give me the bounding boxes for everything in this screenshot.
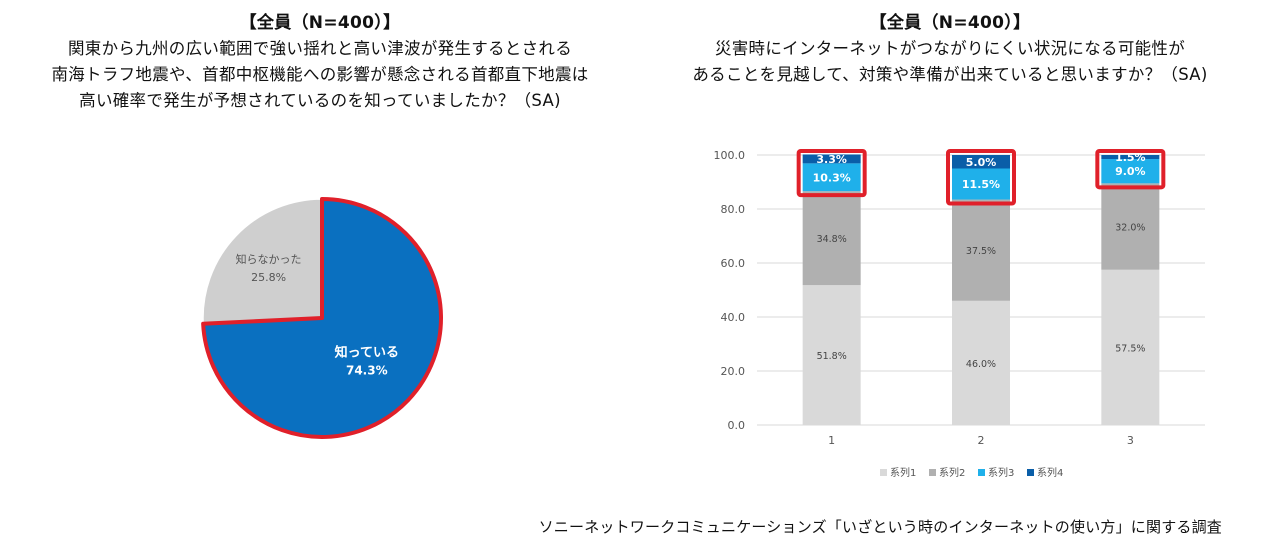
right-title-block: 【全員（N=400）】 災害時にインターネットがつながりにくい状況になる可能性が… xyxy=(640,10,1260,88)
bar-1-series-4 xyxy=(802,154,861,164)
bar-label-3-series-3: 9.0% xyxy=(1115,165,1146,178)
y-tick-label-3: 60.0 xyxy=(721,257,746,270)
bar-label-2-series-4: 5.0% xyxy=(966,156,997,169)
x-tick-label-3: 3 xyxy=(1127,434,1134,447)
pie-slice-label-1: 知っている xyxy=(335,345,399,361)
left-question-line-1: 関東から九州の広い範囲で強い揺れと高い津波が発生するとされる xyxy=(68,39,572,58)
bar-3-series-3 xyxy=(1101,159,1160,184)
bar-label-2-series-3: 11.5% xyxy=(962,178,1000,191)
legend-swatch-1 xyxy=(880,469,887,476)
x-tick-label-2: 2 xyxy=(978,434,985,447)
bar-label-2-series-2: 37.5% xyxy=(966,246,996,257)
bar-label-1-series-3: 10.3% xyxy=(813,171,851,184)
legend-label-4: 系列4 xyxy=(1037,466,1063,479)
bar-3-series-4 xyxy=(1101,155,1160,160)
bar-2-series-2 xyxy=(952,199,1010,301)
legend-swatch-3 xyxy=(978,469,985,476)
pie-slice-2 xyxy=(202,198,323,325)
pie-slice-value-1: 74.3% xyxy=(346,364,388,378)
legend-swatch-4 xyxy=(1027,469,1034,476)
bar-label-3-series-1: 57.5% xyxy=(1115,343,1145,354)
y-tick-label-4: 80.0 xyxy=(721,203,746,216)
legend-label-1: 系列1 xyxy=(890,466,916,479)
y-tick-label-2: 40.0 xyxy=(721,311,746,324)
pie-slice-1 xyxy=(201,197,443,439)
legend-label-3: 系列3 xyxy=(988,466,1014,479)
x-tick-label-1: 1 xyxy=(828,434,835,447)
left-question-line-2: 南海トラフ地震や、首都中枢機能への影響が懸念される首都直下地震は xyxy=(51,65,589,84)
y-tick-label-0: 0.0 xyxy=(728,419,746,432)
highlight-box-1 xyxy=(796,149,867,198)
right-question-line-1: 災害時にインターネットがつながりにくい状況になる可能性が xyxy=(714,39,1186,58)
pie-slice-value-2: 25.8% xyxy=(251,271,286,284)
bar-label-3-series-4: 1.5% xyxy=(1115,151,1146,164)
bar-label-2-series-1: 46.0% xyxy=(966,359,996,370)
y-tick-label-5: 100.0 xyxy=(714,149,746,162)
bar-label-1-series-4: 3.3% xyxy=(816,153,847,166)
bar-1-series-3 xyxy=(802,163,861,192)
bar-3-series-2 xyxy=(1101,183,1160,270)
right-chart-header: 【全員（N=400）】 xyxy=(869,13,1031,33)
y-tick-label-1: 20.0 xyxy=(721,365,746,378)
highlight-box-2 xyxy=(946,149,1016,206)
bar-label-1-series-2: 34.8% xyxy=(817,234,847,245)
footer-source: ソニーネットワークコミュニケーションズ「いざという時のインターネットの使い方」に… xyxy=(538,518,1222,536)
bar-1-series-2 xyxy=(802,191,861,286)
bar-2-series-3 xyxy=(952,168,1010,200)
bar-2-series-1 xyxy=(952,300,1010,425)
pie-slice-label-2: 知らなかった xyxy=(236,252,302,266)
legend-swatch-2 xyxy=(929,469,936,476)
left-title-block: 【全員（N=400）】 関東から九州の広い範囲で強い揺れと高い津波が発生するとさ… xyxy=(20,10,620,114)
bar-1-series-1 xyxy=(802,285,861,425)
bar-label-1-series-1: 51.8% xyxy=(817,351,847,362)
bar-3-series-1 xyxy=(1101,269,1160,425)
left-chart-header: 【全員（N=400）】 xyxy=(239,13,401,33)
left-question-line-3: 高い確率で発生が予想されているのを知っていましたか？（SA) xyxy=(79,91,561,110)
pie-chart: 知っている 74.3% 知らなかった 25.8% xyxy=(201,197,443,439)
bar-2-series-4 xyxy=(952,155,1010,169)
highlight-box-3 xyxy=(1095,149,1166,190)
stacked-bar-chart: 0.0 20.0 40.0 60.0 80.0 100.0 51.8% 34.8% 10.3% 3… xyxy=(714,149,1205,479)
legend-label-2: 系列2 xyxy=(939,466,965,479)
right-question-line-2: あることを見越して、対策や準備が出来ていると思いますか？（SA) xyxy=(692,65,1208,84)
bar-label-3-series-2: 32.0% xyxy=(1115,223,1145,234)
